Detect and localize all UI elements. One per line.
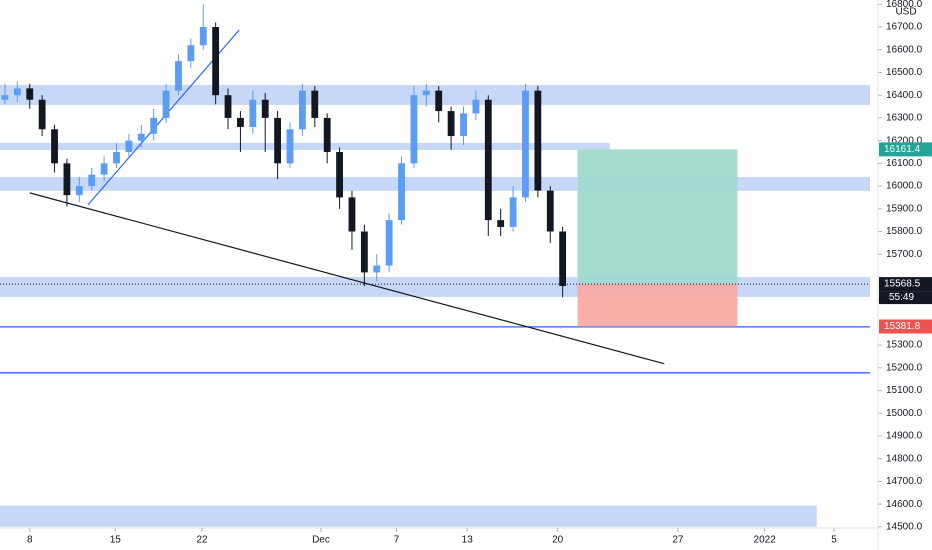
- y-tick-label: 14700.0: [886, 476, 923, 487]
- candle-body: [497, 220, 505, 227]
- y-tick-label: 14900.0: [886, 431, 923, 442]
- candle-body: [1, 95, 9, 100]
- stop-price-label: 15381.8: [884, 321, 921, 332]
- candle-body: [472, 99, 480, 114]
- candle-body: [298, 90, 306, 130]
- candle-body: [546, 190, 554, 232]
- target-zone: [577, 149, 738, 285]
- y-tick-label: 15000.0: [886, 408, 923, 419]
- candle-body: [199, 27, 207, 46]
- candle-body: [51, 129, 58, 164]
- candle-body: [137, 133, 145, 141]
- candle-body: [249, 99, 257, 127]
- y-tick-label: 16800.0: [886, 0, 923, 10]
- zone: [0, 505, 817, 527]
- y-tick-label: 16300.0: [886, 113, 923, 124]
- y-tick-label: 16500.0: [886, 67, 923, 78]
- stop-zone: [577, 284, 738, 327]
- stop-price-label-bg: [879, 319, 932, 334]
- candle-body: [398, 163, 405, 221]
- axes: 16800.0 16700.0 16600.0 16500.0 16400.0 16300…: [27, 0, 932, 546]
- y-tick-label: 16000.0: [886, 181, 923, 192]
- candle-body: [113, 151, 120, 164]
- x-tick-label: Dec: [312, 535, 330, 546]
- x-tick-label: 7: [394, 535, 400, 546]
- candle-body: [88, 174, 96, 187]
- x-tick-label: 27: [672, 535, 684, 546]
- candle-body: [373, 265, 381, 273]
- y-tick-label: 15800.0: [886, 226, 923, 237]
- candle-body: [522, 90, 529, 198]
- candle-body: [447, 111, 455, 137]
- candle-body: [484, 99, 492, 221]
- currency-label: USD: [895, 7, 916, 18]
- x-tick-label: 8: [27, 535, 33, 546]
- candle-body: [360, 231, 368, 273]
- zone: [0, 84, 870, 105]
- countdown-label: 55:49: [889, 292, 914, 303]
- y-tick-label: 14600.0: [886, 499, 923, 510]
- candle-body: [125, 140, 133, 152]
- candle-body: [261, 99, 269, 118]
- zone: [0, 142, 610, 150]
- x-tick-label: 20: [552, 535, 564, 546]
- y-tick-label: 16400.0: [886, 90, 923, 101]
- target-price-label: 16161.4: [884, 144, 921, 155]
- y-tick-label: 15700.0: [886, 249, 923, 260]
- countdown-bg: [879, 291, 932, 305]
- trend-line: [29, 192, 665, 365]
- y-tick-label: 16200.0: [886, 135, 923, 146]
- candle-body: [274, 117, 282, 164]
- zone: [0, 176, 870, 191]
- y-tick-label: 15100.0: [886, 385, 923, 396]
- candle-body: [237, 117, 244, 127]
- y-tick-label: 16600.0: [886, 44, 923, 55]
- candle-body: [150, 117, 158, 134]
- candle-body: [509, 197, 517, 227]
- candle-body: [559, 231, 567, 287]
- x-tick-label: 22: [196, 535, 208, 546]
- candle-body: [162, 90, 170, 118]
- y-tick-label: 15300.0: [886, 340, 923, 351]
- candle-body: [286, 129, 294, 164]
- last-price-label: 15568.5: [884, 279, 921, 290]
- candle-body: [187, 45, 195, 62]
- target-price-label-bg: [879, 142, 932, 157]
- candle-body: [348, 197, 356, 232]
- candle-body: [13, 88, 21, 96]
- candle-body: [435, 90, 443, 112]
- plot-area: [0, 4, 870, 527]
- candle-body: [38, 99, 46, 130]
- candle-body: [385, 220, 393, 266]
- candle-body: [323, 117, 331, 152]
- y-tick-label: 15900.0: [886, 203, 923, 214]
- candle-body: [63, 163, 71, 196]
- candle-body: [75, 186, 83, 196]
- candle-body: [175, 61, 182, 91]
- x-tick-label: 2022: [754, 535, 777, 546]
- candle-body: [224, 95, 232, 118]
- candle-body: [311, 90, 319, 118]
- x-tick-label: 15: [110, 535, 122, 546]
- x-tick-label: 5: [831, 535, 837, 546]
- last-price-label-bg: [879, 277, 932, 292]
- candle-body: [534, 90, 542, 191]
- candle-body: [212, 27, 220, 96]
- y-tick-label: 14500.0: [886, 521, 923, 532]
- candle-body: [460, 113, 467, 137]
- candle-body: [100, 163, 108, 175]
- y-tick-label: 16700.0: [886, 22, 923, 33]
- y-tick-label: 15200.0: [886, 362, 923, 373]
- candle-body: [26, 88, 34, 100]
- y-tick-label: 16100.0: [886, 158, 923, 169]
- y-tick-label: 14800.0: [886, 453, 923, 464]
- zone: [0, 276, 870, 297]
- candle-body: [422, 90, 430, 96]
- candle-body: [336, 151, 343, 198]
- x-tick-label: 13: [462, 535, 474, 546]
- candle-body: [410, 95, 418, 164]
